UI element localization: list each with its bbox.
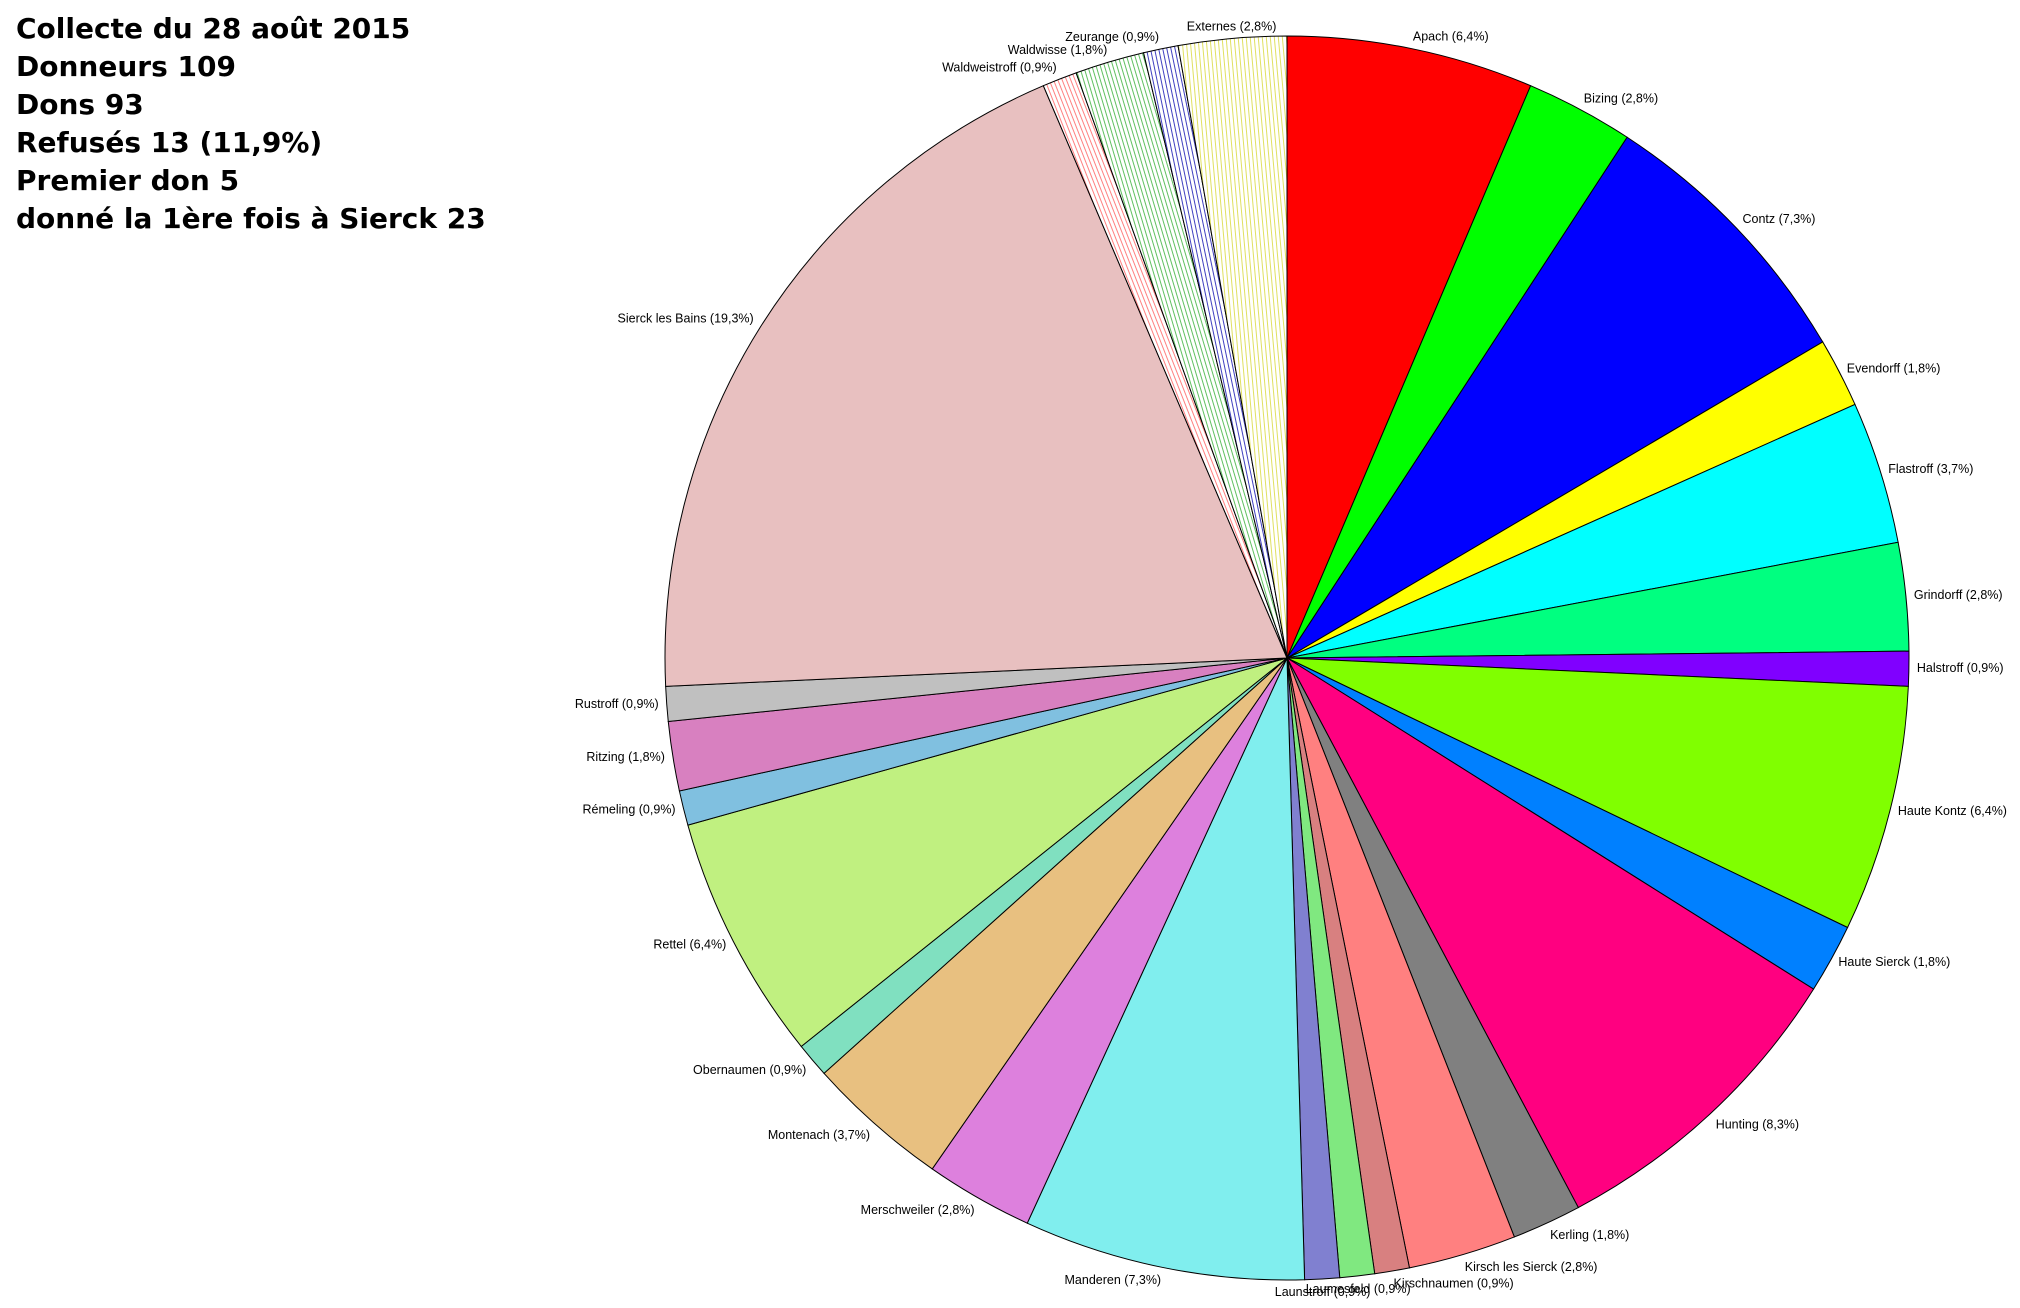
slice-label-laumesfeld: Laumesfeld (0,9%) — [1306, 1282, 1411, 1296]
collection-date: Collecte du 28 août 2015 — [16, 12, 411, 45]
slice-apach — [1286, 35, 1532, 659]
pie-slices — [664, 35, 1910, 1281]
slice-label-grindorff: Grindorff (2,8%) — [1914, 588, 2003, 602]
slice-hunting — [1285, 656, 1815, 1209]
slice-label-waldwisse: Waldwisse (1,8%) — [1008, 43, 1108, 57]
slice-label-kirsch-les-sierck: Kirsch les Sierck (2,8%) — [1465, 1260, 1598, 1274]
first-time-sierck-count: donné la 1ère fois à Sierck 23 — [16, 202, 486, 235]
slice-label-ritzing: Ritzing (1,8%) — [586, 750, 665, 764]
slice-label-flastroff: Flastroff (3,7%) — [1888, 462, 1973, 476]
slice-label-manderen: Manderen (7,3%) — [1065, 1273, 1162, 1287]
pie-labels: Apach (6,4%) Bizing (2,8%) Contz (7,3%) Eve… — [575, 19, 2007, 1298]
slice-label-kerling: Kerling (1,8%) — [1550, 1228, 1629, 1242]
slice-haute-kontz — [1286, 657, 1909, 929]
slice-label-bizing: Bizing (2,8%) — [1584, 91, 1658, 105]
slice-label-rettel: Rettel (6,4%) — [653, 937, 726, 951]
slice-label-launstroff: Launstroff (0,9%) — [1275, 1285, 1371, 1299]
first-donation-count: Premier don 5 — [16, 164, 240, 197]
slice-manderen — [1026, 657, 1306, 1281]
slice-label-obernaumen: Obernaumen (0,9%) — [693, 1063, 806, 1077]
slice-label-rustroff: Rustroff (0,9%) — [575, 697, 659, 711]
slice-label-sierck-les-bains: Sierck les Bains (19,3%) — [618, 312, 754, 326]
slice-label-externes: Externes (2,8%) — [1187, 19, 1277, 33]
slice-contz — [1286, 136, 1824, 659]
donors-count: Donneurs 109 — [16, 50, 236, 83]
refused-count: Refusés 13 (11,9%) — [16, 126, 323, 159]
donations-count: Dons 93 — [16, 88, 144, 121]
slice-label-haute-kontz: Haute Kontz (6,4%) — [1898, 804, 2007, 818]
collection-summary: Collecte du 28 août 2015 Donneurs 109 Do… — [16, 10, 486, 238]
slice-rettel — [687, 657, 1288, 1048]
slice-label-evendorff: Evendorff (1,8%) — [1847, 361, 1941, 375]
slice-label-hunting: Hunting (8,3%) — [1716, 1117, 1799, 1131]
slice-label-kirschnaumen: Kirschnaumen (0,9%) — [1394, 1277, 1514, 1291]
slice-label-contz: Contz (7,3%) — [1743, 212, 1816, 226]
slice-label-zeurange: Zeurange (0,9%) — [1065, 30, 1159, 44]
slice-label-remeling: Rémeling (0,9%) — [583, 802, 676, 816]
slice-label-apach: Apach (6,4%) — [1413, 30, 1489, 44]
slice-sierck-les-bains — [664, 85, 1288, 687]
slice-label-haute-sierck: Haute Sierck (1,8%) — [1838, 955, 1950, 969]
slice-externes — [1177, 35, 1288, 659]
slice-label-merschweiler: Merschweiler (2,8%) — [861, 1203, 975, 1217]
slice-label-montenach: Montenach (3,7%) — [768, 1128, 870, 1142]
slice-label-halstroff: Halstroff (0,9%) — [1917, 661, 2004, 675]
slice-label-waldweistroff: Waldweistroff (0,9%) — [942, 61, 1057, 75]
